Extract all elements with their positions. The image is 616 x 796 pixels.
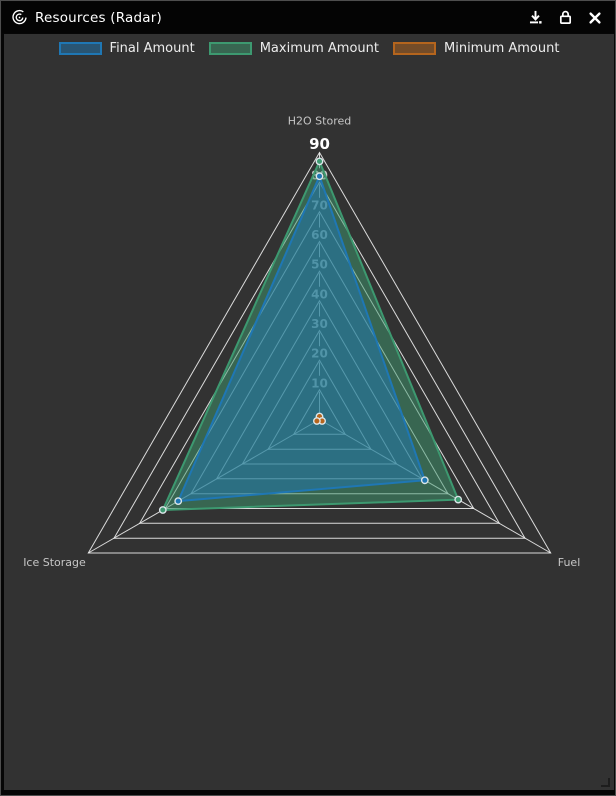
- axis-title-fuel: Fuel: [558, 556, 581, 569]
- legend-swatch-final-amount: [58, 42, 102, 55]
- series-polygon-final-amount: [177, 175, 426, 503]
- download-icon[interactable]: [525, 8, 545, 28]
- lock-icon[interactable]: [555, 8, 575, 28]
- titlebar-actions: [525, 8, 605, 28]
- chart-panel: Final Amount Maximum Amount Minimum Amount…: [4, 34, 614, 790]
- marker-final-amount-h2o-stored[interactable]: [315, 172, 324, 181]
- window-title: Resources (Radar): [35, 9, 162, 26]
- close-icon[interactable]: [585, 8, 605, 28]
- marker-final-amount-ice-storage[interactable]: [174, 497, 183, 505]
- chart-legend: Final Amount Maximum Amount Minimum Amount: [4, 41, 614, 56]
- legend-item-maximum-amount[interactable]: Maximum Amount: [208, 41, 379, 56]
- legend-item-minimum-amount[interactable]: Minimum Amount: [393, 41, 559, 56]
- axis-title-h2o-stored: H2O Stored: [288, 115, 351, 128]
- grid-ring-90: [87, 151, 552, 554]
- titlebar: Resources (Radar): [2, 2, 614, 33]
- marker-maximum-amount-ice-storage[interactable]: [158, 506, 167, 514]
- legend-item-final-amount[interactable]: Final Amount: [58, 41, 195, 56]
- marker-minimum-amount-ice-storage[interactable]: [312, 417, 321, 425]
- radial-tick-max: 90: [309, 135, 330, 153]
- legend-label: Final Amount: [109, 41, 195, 56]
- legend-swatch-fill: [60, 44, 100, 53]
- legend-label: Minimum Amount: [444, 41, 560, 56]
- legend-swatch-fill: [395, 44, 434, 53]
- axis-title-ice-storage: Ice Storage: [23, 556, 86, 569]
- marker-final-amount-fuel[interactable]: [420, 476, 429, 485]
- marker-maximum-amount-h2o-stored[interactable]: [315, 157, 324, 166]
- legend-label: Maximum Amount: [259, 41, 379, 56]
- resize-grip[interactable]: [601, 778, 610, 787]
- legend-swatch-fill: [210, 44, 250, 53]
- marker-maximum-amount-fuel[interactable]: [454, 495, 463, 504]
- grid-ring-80: [113, 181, 526, 539]
- legend-swatch-minimum-amount: [393, 42, 436, 55]
- radar-chart-icon: [11, 9, 28, 26]
- legend-swatch-maximum-amount: [208, 42, 252, 55]
